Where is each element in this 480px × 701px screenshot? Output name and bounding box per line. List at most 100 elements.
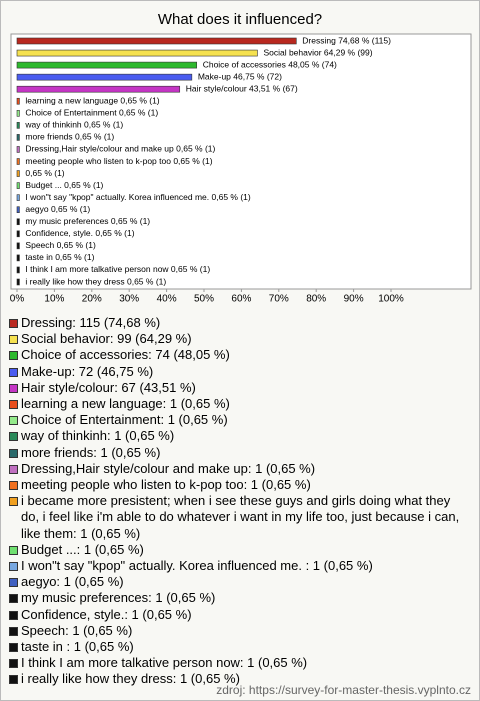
legend-label: taste in : 1 (0,65 %)	[21, 639, 134, 655]
x-tick-label: 70%	[269, 294, 289, 305]
bar	[16, 110, 20, 117]
bar	[16, 170, 20, 177]
legend-swatch	[9, 383, 18, 393]
bar-label: 0,65 % (1)	[25, 168, 64, 178]
bar-label: taste in 0,65 % (1)	[25, 252, 94, 262]
legend-swatch	[9, 448, 18, 458]
legend-swatch	[9, 562, 18, 572]
legend-swatch	[9, 335, 18, 345]
bar	[16, 230, 20, 238]
legend-label: Confidence, style.: 1 (0,65 %)	[21, 606, 192, 622]
legend-entry: meeting people who listen to k-pop too: …	[9, 477, 471, 493]
bar	[16, 97, 20, 105]
legend-entry: I won"t say "kpop" actually. Korea influ…	[9, 558, 471, 574]
bar-label: I won"t say "kpop" actually. Korea influ…	[25, 192, 250, 202]
legend-swatch	[9, 400, 18, 410]
legend-entry: Confidence, style.: 1 (0,65 %)	[9, 607, 471, 623]
bar-label: Make-up 46,75 % (72)	[198, 71, 282, 81]
legend-label: Choice of accessories: 74 (48,05 %)	[21, 347, 230, 363]
bar	[16, 37, 297, 45]
legend-label: learning a new language: 1 (0,65 %)	[21, 396, 230, 412]
bar-label: learning a new language 0,65 % (1)	[25, 96, 159, 106]
legend-entry: more friends: 1 (0,65 %)	[9, 445, 471, 461]
bar	[16, 85, 181, 93]
bar	[16, 158, 20, 165]
bar	[16, 218, 20, 226]
bar-label: Budget ... 0,65 % (1)	[25, 180, 103, 190]
bar	[16, 134, 20, 141]
legend-swatch	[9, 319, 18, 328]
bar-label: Hair style/colour 43,51 % (67)	[186, 83, 298, 93]
bar	[16, 61, 198, 69]
bar-label: Choice of Entertainment 0,65 % (1)	[25, 108, 158, 118]
legend-swatch	[9, 626, 18, 636]
legend-entry: learning a new language: 1 (0,65 %)	[9, 396, 471, 412]
x-tick-label: 10%	[44, 294, 64, 305]
legend-label: I think I am more talkative person now: …	[21, 655, 308, 671]
chart-title: What does it influenced?	[158, 11, 322, 28]
chart: What does it influenced? 0% 10% 20% 30% 40% 5…	[10, 11, 472, 305]
bar-label: Choice of accessories 48,05 % (74)	[203, 59, 337, 69]
x-tick-label: 30%	[119, 294, 139, 305]
legend-swatch	[9, 481, 18, 491]
bar-label: Social behavior 64,29 % (99)	[263, 47, 372, 57]
legend-swatch	[9, 416, 18, 426]
legend-entry: my music preferences: 1 (0,65 %)	[9, 590, 471, 606]
bar-label: meeting people who listen to k-pop too 0…	[25, 156, 212, 166]
bar-label: aegyo 0,65 % (1)	[25, 204, 90, 214]
legend-swatch	[9, 464, 18, 474]
legend-entry: Choice of accessories: 74 (48,05 %)	[9, 347, 471, 363]
legend-swatch	[9, 432, 18, 442]
bar-label: Speech 0,65 % (1)	[25, 240, 96, 250]
x-tick-label: 50%	[194, 294, 214, 305]
legend-swatch	[9, 659, 18, 669]
bar-label: way of thinkinh 0,65 % (1)	[24, 120, 123, 130]
legend-swatch	[9, 578, 18, 588]
legend-entry: I think I am more talkative person now: …	[9, 655, 471, 671]
bar-label: Dressing,Hair style/colour and make up 0…	[25, 144, 215, 154]
legend-label: way of thinkinh: 1 (0,65 %)	[21, 428, 175, 444]
legend-label: I won"t say "kpop" actually. Korea influ…	[21, 558, 373, 574]
legend-label: i really like how they dress: 1 (0,65 %)	[21, 671, 240, 687]
legend-label: my music preferences: 1 (0,65 %)	[21, 590, 216, 606]
x-tick-label: 90%	[344, 294, 364, 305]
legend-entry: Hair style/colour: 67 (43,51 %)	[9, 380, 471, 396]
legend-label: Speech: 1 (0,65 %)	[21, 622, 133, 638]
legend-entry: Choice of Entertainment: 1 (0,65 %)	[9, 412, 471, 428]
legend: Dressing: 115 (74,68 %) Social behavior: …	[9, 315, 471, 688]
legend-entry: Make-up: 72 (46,75 %)	[9, 364, 471, 380]
legend-entry: Social behavior: 99 (64,29 %)	[9, 331, 471, 347]
bar	[16, 206, 20, 213]
legend-label: aegyo: 1 (0,65 %)	[21, 574, 124, 590]
bar	[16, 266, 20, 274]
legend-label: meeting people who listen to k-pop too: …	[21, 477, 311, 493]
bar-label: my music preferences 0,65 % (1)	[25, 216, 150, 226]
legend-entry: taste in : 1 (0,65 %)	[9, 639, 471, 655]
x-tick-label: 40%	[157, 294, 177, 305]
legend-entry: way of thinkinh: 1 (0,65 %)	[9, 428, 471, 444]
legend-swatch	[9, 497, 18, 507]
legend-swatch	[9, 643, 18, 653]
x-tick-label: 60%	[231, 294, 251, 305]
legend-label: Make-up: 72 (46,75 %)	[21, 363, 154, 379]
legend-swatch	[9, 545, 18, 555]
bar	[16, 242, 20, 250]
bar-label: i really like how they dress 0,65 % (1)	[25, 276, 166, 286]
x-tick-label: 80%	[306, 294, 326, 305]
legend-label: i became more presistent; when i see the…	[21, 493, 460, 541]
legend-swatch	[9, 675, 18, 685]
bar	[16, 182, 20, 189]
bar-label: more friends 0,65 % (1)	[25, 132, 114, 142]
bar	[16, 146, 20, 153]
bar	[16, 49, 258, 57]
legend-label: Social behavior: 99 (64,29 %)	[21, 331, 192, 347]
x-tick-label: 0%	[10, 294, 25, 305]
bar-label: I think I am more talkative person now 0…	[25, 264, 210, 274]
legend-swatch	[9, 610, 18, 620]
source: zdroj: https://survey-for-master-thesis.…	[216, 683, 471, 697]
legend-entry: i became more presistent; when i see the…	[9, 493, 471, 542]
x-tick-label: 20%	[82, 294, 102, 305]
bar	[16, 278, 20, 286]
bar	[16, 194, 20, 201]
